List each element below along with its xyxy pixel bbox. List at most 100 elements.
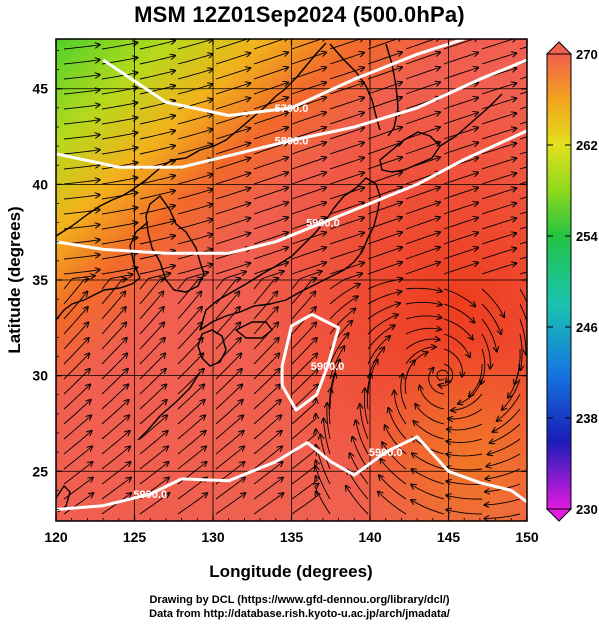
streamline [139,369,166,395]
streamline [443,218,478,230]
streamline [291,247,326,260]
streamline [253,493,283,515]
streamline [101,338,127,365]
streamline [63,150,100,155]
streamline [329,333,349,365]
streamline [443,248,478,260]
streamline [446,481,483,484]
streamline [329,143,364,155]
streamline [329,158,364,170]
streamline [63,90,100,95]
colorbar-scale [546,53,572,510]
streamline [291,112,326,125]
streamline [481,158,516,170]
streamline [519,151,527,155]
streamline [63,75,100,80]
x-tick-label: 135 [280,529,304,545]
streamline [253,82,288,95]
streamline [291,414,316,440]
streamline [350,453,369,485]
streamline [405,316,442,319]
streamline [329,68,364,80]
streamline [443,188,478,200]
x-tick-label: 120 [44,529,68,545]
streamline [329,309,355,335]
streamline [139,266,175,275]
streamline [429,368,445,395]
streamline [291,82,326,95]
streamline [291,369,318,395]
streamline [291,172,326,185]
streamline [63,384,90,410]
streamline [481,348,485,384]
streamline [139,384,166,410]
streamline [139,131,175,140]
streamline [451,393,483,410]
streamline [291,338,317,365]
streamline [215,218,250,230]
streamline [253,172,288,185]
streamline [215,384,242,410]
streamline [63,135,100,140]
streamline [101,43,137,50]
streamline [253,67,288,80]
streamline [291,217,326,230]
streamline [101,323,126,350]
contour-label: 5900.0 [369,447,403,459]
streamline [367,315,398,335]
y-tick-label: 40 [32,176,48,192]
streamline [329,248,364,260]
streamline [291,271,322,290]
streamline [519,91,527,95]
streamline [215,447,244,470]
streamline [63,323,88,350]
streamline [139,146,175,155]
streamline [367,303,400,320]
streamline [481,248,516,260]
streamline [101,369,128,395]
streamline [443,98,478,110]
streamline [520,333,522,370]
streamline [253,353,279,380]
streamline [177,384,204,410]
streamline [63,165,100,170]
streamline [139,236,175,245]
streamline [318,450,331,485]
streamline [139,56,175,65]
streamline [420,386,445,410]
streamline [253,187,288,200]
streamline [101,73,137,80]
streamline [380,459,407,485]
streamline [490,423,521,443]
streamline [63,180,100,185]
streamline [63,369,90,395]
streamline [519,106,527,110]
streamline [356,420,369,455]
streamline [63,120,100,125]
streamline [101,384,128,410]
streamline [412,453,445,470]
streamline [443,348,462,377]
streamline [215,188,250,200]
streamline [63,431,92,455]
streamline [215,39,250,50]
streamline [177,114,213,125]
streamline [177,307,202,335]
streamline [367,325,395,350]
streamline [364,388,369,425]
streamline [63,279,89,305]
streamline [502,378,521,410]
streamline [215,338,241,365]
streamline [63,338,89,365]
contour-line [102,39,465,117]
streamline [481,263,516,275]
streamline [519,136,527,140]
streamline [519,226,527,230]
streamline [215,272,246,290]
coastline-hokkaido [379,131,441,173]
streamline [405,262,440,275]
streamline [253,369,280,395]
contour-label: 5800.0 [275,135,309,147]
contour-line [280,312,341,412]
